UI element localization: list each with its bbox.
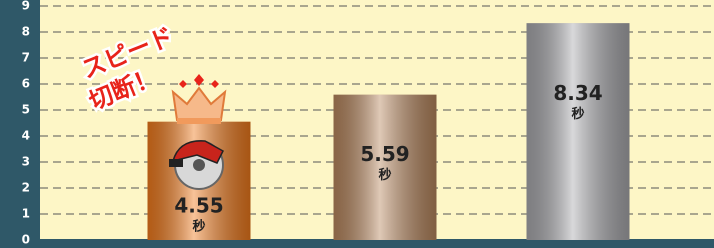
y-tick-label: 3: [22, 155, 30, 169]
y-tick-label: 5: [22, 103, 30, 117]
y-tick-label: 2: [22, 181, 30, 195]
y-tick-label: 6: [22, 77, 30, 91]
value-unit: 秒: [192, 218, 205, 234]
y-tick-label: 1: [22, 207, 30, 221]
y-tick-label: 8: [22, 25, 30, 39]
y-tick-label: 0: [22, 233, 30, 247]
chart: 01234567894.55秒5.59秒8.34秒 スピード 切断！: [0, 0, 714, 248]
value-unit: 秒: [378, 167, 391, 183]
y-tick-label: 4: [22, 129, 30, 143]
value-unit: 秒: [571, 106, 584, 122]
value-label: 4.55: [174, 193, 223, 217]
y-tick-label: 7: [22, 51, 30, 65]
value-label: 5.59: [360, 142, 409, 166]
y-tick-label: 9: [22, 0, 30, 13]
value-label: 8.34: [553, 81, 602, 105]
bar-sheen: [527, 23, 630, 240]
